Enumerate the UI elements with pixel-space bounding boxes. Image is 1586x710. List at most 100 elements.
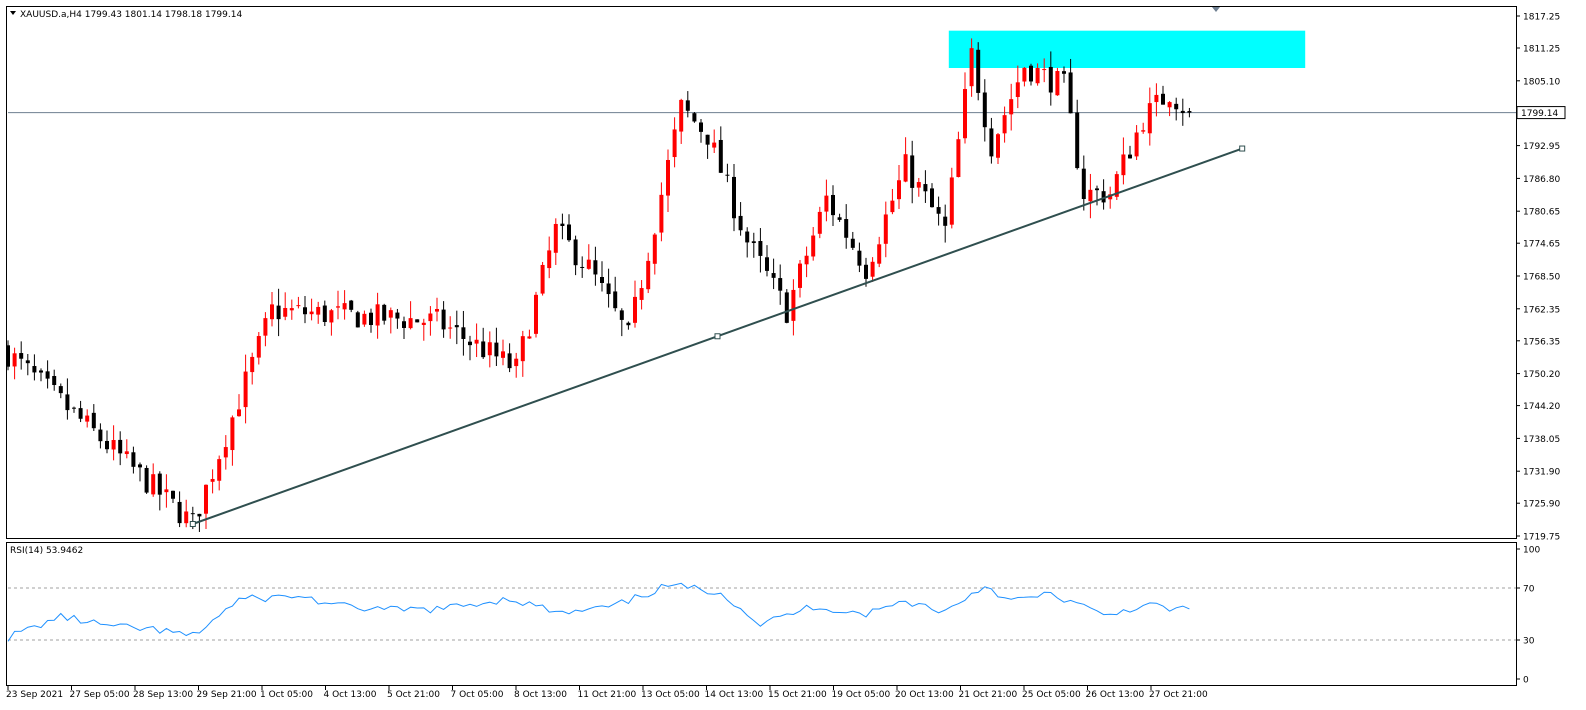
candle-body: [547, 250, 552, 269]
candle-body: [798, 263, 802, 288]
triangle-down-icon[interactable]: [10, 11, 16, 15]
candle: [52, 369, 57, 391]
candle-body: [1042, 69, 1047, 71]
trendline-handle[interactable]: [1239, 145, 1246, 152]
candle-body: [666, 159, 670, 196]
candle-body: [949, 177, 954, 225]
candle: [798, 260, 802, 298]
candle: [316, 301, 321, 324]
candle-body: [567, 224, 571, 241]
candle: [461, 310, 466, 356]
x-tick-label: 13 Oct 05:00: [641, 690, 700, 700]
resistance-zone-rectangle[interactable]: [948, 30, 1306, 69]
candle: [118, 431, 123, 466]
candle: [1095, 185, 1099, 206]
candle-body: [435, 309, 439, 312]
candle-body: [580, 266, 585, 268]
candle: [1015, 65, 1020, 109]
candle-body: [633, 296, 637, 323]
candle: [428, 306, 433, 336]
candle: [276, 288, 281, 337]
candle: [204, 484, 208, 530]
candle: [771, 258, 776, 290]
candle-body: [864, 264, 868, 279]
candle: [685, 91, 690, 118]
candle: [58, 383, 63, 399]
candle: [712, 129, 717, 154]
candle: [1154, 83, 1159, 117]
x-tick-label: 29 Sep 21:00: [197, 690, 257, 700]
candle-body: [85, 415, 90, 422]
candle: [560, 213, 565, 240]
candle-body: [718, 139, 723, 173]
candle: [1035, 63, 1040, 86]
candle: [659, 182, 664, 242]
candle-body: [111, 440, 116, 450]
candle-body: [421, 322, 426, 325]
candle: [1088, 173, 1093, 219]
candle: [507, 343, 512, 373]
x-tick-label: 27 Oct 21:00: [1149, 690, 1208, 700]
x-tick-label: 1 Oct 05:00: [260, 690, 313, 700]
candle-body: [171, 490, 175, 499]
candle: [303, 295, 307, 324]
candle-body: [692, 113, 697, 122]
candle: [1055, 67, 1060, 96]
candle-body: [355, 312, 360, 328]
x-tick-label: 25 Oct 05:00: [1022, 690, 1081, 700]
candle: [349, 299, 354, 313]
candle: [672, 117, 677, 168]
candle-body: [58, 386, 63, 394]
rsi-pane[interactable]: [6, 542, 1517, 686]
trendline-layer[interactable]: [189, 145, 1246, 527]
y-tick-label: 1750.20: [1523, 370, 1560, 380]
candle-body: [824, 195, 829, 212]
resistance-zone-layer: [948, 30, 1306, 69]
candle-body: [850, 238, 855, 248]
rsi-label: RSI(14) 53.9462: [10, 546, 83, 556]
x-tick-label: 14 Oct 13:00: [705, 690, 764, 700]
y-tick-label: 1792.95: [1523, 142, 1560, 152]
candle: [751, 232, 756, 258]
y-tick-label: 1786.80: [1523, 175, 1560, 185]
x-tick-label: 5 Oct 21:00: [387, 690, 440, 700]
candle: [151, 463, 156, 497]
candle-body: [388, 310, 393, 318]
trendline-handle[interactable]: [189, 521, 196, 527]
candle-body: [32, 366, 37, 373]
candle: [745, 227, 750, 258]
candle-body: [474, 339, 479, 344]
candle-body: [256, 336, 261, 358]
candle: [369, 308, 373, 333]
candle-body: [613, 291, 618, 309]
candle-body: [1180, 110, 1185, 114]
candle-body: [230, 417, 235, 451]
candle-body: [177, 501, 182, 524]
price-pane[interactable]: [6, 6, 1517, 539]
candle: [890, 188, 895, 215]
candle: [322, 300, 327, 327]
candle-body: [6, 345, 10, 367]
candle-body: [1128, 154, 1132, 159]
candle-body: [45, 371, 50, 379]
trendline-handle[interactable]: [714, 333, 721, 340]
candle: [32, 354, 37, 381]
candle-body: [375, 304, 380, 326]
candle: [25, 353, 30, 376]
candle: [454, 310, 459, 345]
chart-shift-marker-icon[interactable]: [1212, 7, 1220, 12]
rsi-axis: 100 70 30 0: [1516, 546, 1540, 686]
candle: [527, 329, 532, 339]
y-tick-label: 1811.25: [1523, 45, 1560, 55]
candle-body: [897, 180, 901, 200]
candle-body: [910, 155, 915, 188]
candle-body: [514, 358, 519, 367]
candle-body: [606, 283, 611, 295]
candle: [1141, 122, 1146, 134]
candle: [157, 471, 162, 511]
candle: [72, 406, 76, 413]
candle-body: [1022, 67, 1027, 82]
candle: [402, 316, 406, 340]
candle-body: [1121, 154, 1126, 176]
